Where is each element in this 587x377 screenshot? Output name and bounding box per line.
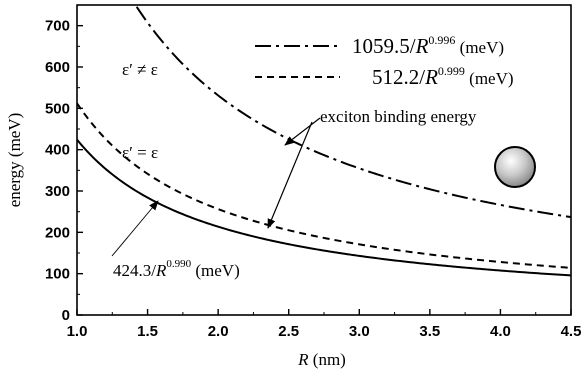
series-424-curve <box>76 138 572 277</box>
y-tick-label: 100 <box>45 266 70 283</box>
legend-label-512: 512.2/R0.999 (meV) <box>372 64 514 89</box>
legend: 1059.5/R0.996 (meV) 512.2/R0.999 (meV) <box>255 33 514 89</box>
x-tick-label: 1.5 <box>137 323 158 340</box>
y-axis: 0 100 200 300 400 500 600 700 <box>45 18 83 324</box>
plot-area <box>76 6 572 277</box>
y-tick-label: 0 <box>62 307 70 324</box>
annotation-eps-neq: ε′ ≠ ε <box>122 60 158 79</box>
x-tick-label: 1.0 <box>67 323 88 340</box>
y-tick-label: 300 <box>45 183 70 200</box>
y-axis-label: energy (meV) <box>5 113 24 208</box>
x-axis: 1.0 1.5 2.0 2.5 3.0 3.5 4.0 4.5 <box>67 309 582 340</box>
series-512-curve <box>76 102 572 269</box>
y-tick-label: 500 <box>45 100 70 117</box>
x-tick-label: 4.0 <box>490 323 511 340</box>
sphere-icon <box>494 146 536 188</box>
y-tick-label: 200 <box>45 224 70 241</box>
x-tick-label: 2.5 <box>278 323 299 340</box>
annotation-binding: exciton binding energy <box>320 107 477 126</box>
x-tick-label: 2.0 <box>208 323 229 340</box>
y-tick-label: 700 <box>45 18 70 35</box>
arrow-to-solid-curve <box>111 200 159 257</box>
y-tick-label: 400 <box>45 142 70 159</box>
annotation-eps-eq: ε′ = ε <box>122 143 158 162</box>
arrow-to-upper-curve <box>284 117 321 146</box>
x-axis-label: R (nm) <box>297 350 346 369</box>
y-tick-label: 600 <box>45 59 70 76</box>
x-tick-label: 3.0 <box>349 323 370 340</box>
annotation-fit-424: 424.3/R0.990 (meV) <box>113 258 240 280</box>
arrow-to-dashed-curve <box>267 121 313 229</box>
legend-label-1059: 1059.5/R0.996 (meV) <box>352 33 504 58</box>
series-1059-curve <box>135 6 572 219</box>
x-tick-label: 4.5 <box>561 323 582 340</box>
x-tick-label: 3.5 <box>419 323 440 340</box>
